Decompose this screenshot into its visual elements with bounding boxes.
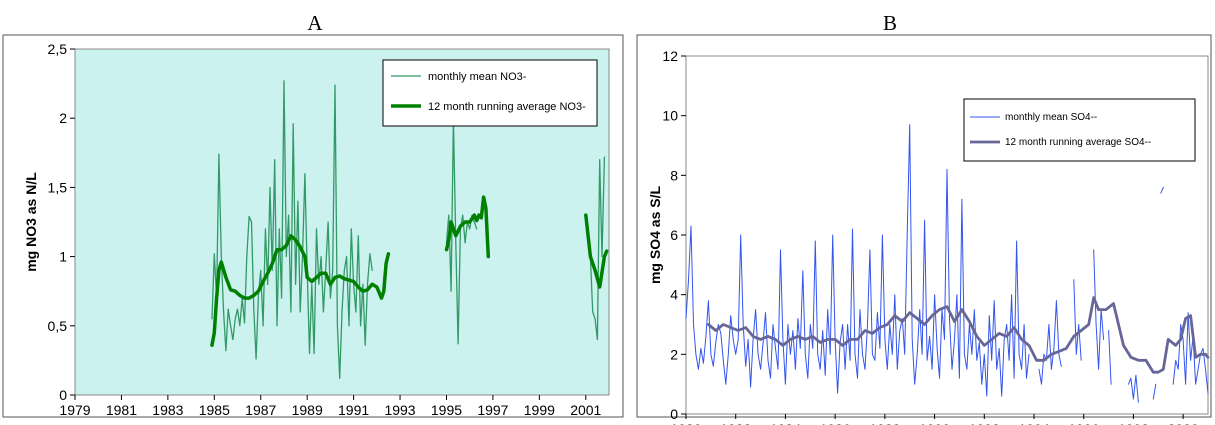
monthly-mean-line [211, 80, 373, 380]
running-average-line [707, 296, 1210, 374]
y-tick-label: 0 [670, 406, 678, 422]
x-tick-label: 1983 [152, 402, 183, 418]
x-tick-label: 1987 [245, 402, 276, 418]
x-tick-label: 1999 [524, 402, 555, 418]
x-tick-label: 1980 [670, 421, 701, 425]
x-tick-label: 1988 [869, 421, 900, 425]
x-tick-label: 1991 [338, 402, 369, 418]
monthly-mean-line [1172, 312, 1209, 394]
chart-b-legend: monthly mean SO4-- 12 month running aver… [963, 98, 1196, 162]
y-tick-label: 6 [670, 227, 678, 243]
x-tick-label: 1989 [292, 402, 323, 418]
x-tick-label: 1994 [1018, 421, 1049, 425]
monthly-mean-line [1038, 300, 1062, 385]
panel-a-title: A [307, 11, 323, 35]
monthly-mean-line [1152, 383, 1157, 400]
monthly-mean-line [1108, 330, 1112, 385]
chart-a-legend-label-monthly: monthly mean NO3- [428, 71, 527, 83]
x-tick-label: 1981 [106, 402, 137, 418]
x-tick-label: 2001 [570, 402, 601, 418]
chart-a-x-axis: 1979 1981 1983 1985 1987 1989 1991 1993 1995 1997… [59, 395, 602, 418]
monthly-mean-line [685, 124, 1030, 397]
y-tick-label: 8 [670, 167, 678, 183]
x-tick-label: 1993 [384, 402, 415, 418]
chart-b-legend-label-monthly: monthly mean SO4-- [1005, 112, 1097, 123]
chart-a-y-label: mg NO3 as N/L [23, 172, 39, 272]
x-tick-label: 1982 [720, 421, 751, 425]
x-tick-label: 1995 [431, 402, 462, 418]
monthly-mean-line [589, 156, 606, 341]
y-tick-label: 1 [59, 249, 67, 265]
y-tick-label: 4 [670, 287, 678, 303]
chart-a-legend-box [382, 59, 598, 127]
y-tick-label: 0,5 [48, 318, 68, 334]
monthly-mean-line [1073, 279, 1082, 361]
x-tick-label: 1986 [820, 421, 851, 425]
running-average-line [444, 195, 491, 259]
chart-b-legend-box [963, 98, 1196, 162]
x-tick-label: 1979 [59, 402, 90, 418]
chart-a-legend-label-running: 12 month running average NO3- [428, 101, 586, 113]
running-average-line [584, 213, 609, 289]
chart-b-series [685, 124, 1210, 403]
monthly-mean-line [1128, 374, 1139, 403]
x-tick-label: 1990 [919, 421, 950, 425]
chart-b-legend-label-running: 12 month running average SO4-- [1005, 137, 1151, 148]
chart-b-y-axis: 0 2 4 6 8 10 12 [662, 48, 686, 422]
x-tick-label: 1996 [1068, 421, 1099, 425]
y-tick-label: 12 [662, 48, 678, 64]
x-tick-label: 1997 [477, 402, 508, 418]
y-tick-label: 2,5 [48, 41, 68, 57]
monthly-mean-line [1160, 186, 1164, 194]
y-tick-label: 2 [59, 110, 67, 126]
chart-a: A 00,511,522,5 1979 1981 1983 1985 1987 1989 1… [2, 11, 624, 418]
x-tick-label: 1985 [199, 402, 230, 418]
y-tick-label: 0 [59, 387, 67, 403]
y-tick-label: 10 [662, 108, 678, 124]
chart-a-series [210, 80, 609, 380]
panel-b-title: B [883, 11, 897, 35]
chart-b-y-label: mg SO4 as S/L [647, 186, 663, 284]
chart-b-x-axis: 1980 1982 1984 1986 1988 1990 1992 1994 1996 1998… [670, 414, 1199, 425]
chart-a-y-axis: 0 0,5 1 1,5 2 2,5 [48, 41, 75, 403]
chart-a-outer-frame [2, 34, 624, 418]
y-tick-label: 1,5 [48, 179, 68, 195]
running-average-line [210, 234, 391, 347]
chart-a-legend: monthly mean NO3- 12 month running avera… [382, 59, 598, 127]
x-tick-label: 1992 [969, 421, 1000, 425]
x-tick-label: 1984 [770, 421, 801, 425]
x-tick-label: 1998 [1118, 421, 1149, 425]
x-tick-label: 2000 [1168, 421, 1199, 425]
chart-b: B 0 2 4 6 8 10 12 1980 1982 1984 1986 1988 1990 1992… [636, 11, 1212, 425]
y-tick-label: 2 [670, 346, 678, 362]
chart-b-outer-frame [636, 34, 1212, 418]
